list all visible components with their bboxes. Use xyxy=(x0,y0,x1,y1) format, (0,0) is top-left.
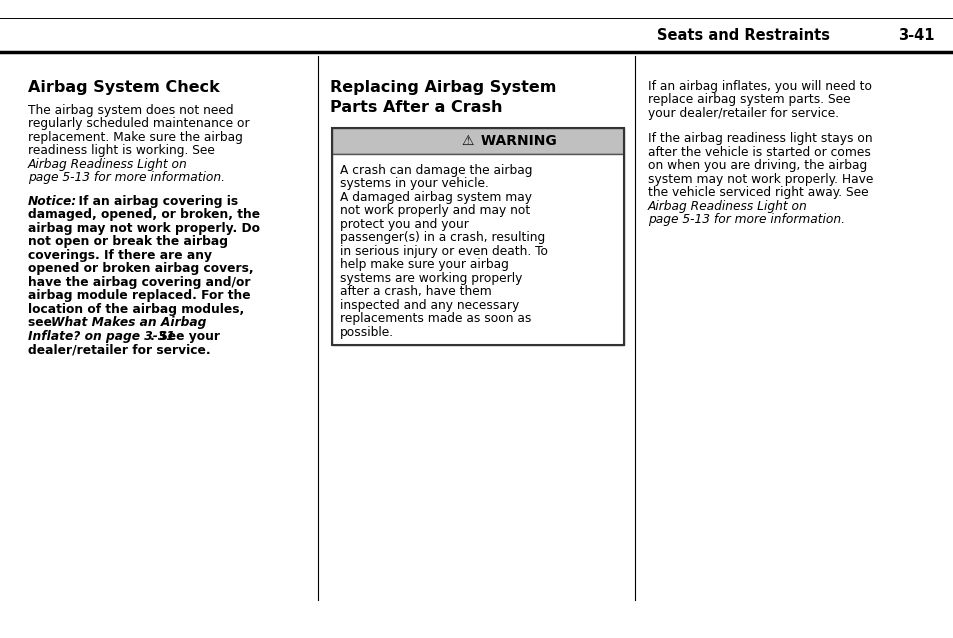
Text: replacements made as soon as: replacements made as soon as xyxy=(339,313,531,325)
Text: WARNING: WARNING xyxy=(476,134,557,148)
Text: not work properly and may not: not work properly and may not xyxy=(339,205,530,218)
Text: location of the airbag modules,: location of the airbag modules, xyxy=(28,303,244,316)
Bar xyxy=(332,128,623,154)
Text: A crash can damage the airbag: A crash can damage the airbag xyxy=(339,164,532,177)
Text: page 5-13 for more information.: page 5-13 for more information. xyxy=(28,172,225,184)
Text: the vehicle serviced right away. See: the vehicle serviced right away. See xyxy=(647,186,868,200)
Text: Replacing Airbag System: Replacing Airbag System xyxy=(330,80,556,95)
Text: Airbag Readiness Light on: Airbag Readiness Light on xyxy=(28,158,188,171)
Text: If an airbag covering is: If an airbag covering is xyxy=(70,195,238,208)
Text: systems are working properly: systems are working properly xyxy=(339,272,522,285)
Text: 3-41: 3-41 xyxy=(898,29,934,43)
Text: The airbag system does not need: The airbag system does not need xyxy=(28,104,233,117)
Text: Inflate? on page 3-31: Inflate? on page 3-31 xyxy=(28,330,174,343)
Bar xyxy=(332,154,623,346)
Text: What Makes an Airbag: What Makes an Airbag xyxy=(51,316,206,329)
Text: see: see xyxy=(28,316,56,329)
Text: opened or broken airbag covers,: opened or broken airbag covers, xyxy=(28,262,253,276)
Text: help make sure your airbag: help make sure your airbag xyxy=(339,258,508,272)
Text: coverings. If there are any: coverings. If there are any xyxy=(28,249,212,262)
Text: on when you are driving, the airbag: on when you are driving, the airbag xyxy=(647,160,866,172)
Text: passenger(s) in a crash, resulting: passenger(s) in a crash, resulting xyxy=(339,232,545,244)
Text: readiness light is working. See: readiness light is working. See xyxy=(28,144,214,158)
Text: after a crash, have them: after a crash, have them xyxy=(339,285,491,299)
Text: possible.: possible. xyxy=(339,326,394,339)
Text: damaged, opened, or broken, the: damaged, opened, or broken, the xyxy=(28,209,260,221)
Text: Seats and Restraints: Seats and Restraints xyxy=(657,29,829,43)
Text: Airbag System Check: Airbag System Check xyxy=(28,80,219,95)
Text: protect you and your: protect you and your xyxy=(339,218,468,231)
Text: have the airbag covering and/or: have the airbag covering and/or xyxy=(28,276,251,289)
Bar xyxy=(332,128,623,346)
Text: system may not work properly. Have: system may not work properly. Have xyxy=(647,173,872,186)
Text: A damaged airbag system may: A damaged airbag system may xyxy=(339,191,532,204)
Text: airbag module replaced. For the: airbag module replaced. For the xyxy=(28,290,251,302)
Text: ⚠: ⚠ xyxy=(461,134,474,148)
Text: your dealer/retailer for service.: your dealer/retailer for service. xyxy=(647,107,839,120)
Text: . See your: . See your xyxy=(150,330,220,343)
Text: replacement. Make sure the airbag: replacement. Make sure the airbag xyxy=(28,131,243,144)
Text: in serious injury or even death. To: in serious injury or even death. To xyxy=(339,245,547,258)
Text: page 5-13 for more information.: page 5-13 for more information. xyxy=(647,214,844,226)
Text: systems in your vehicle.: systems in your vehicle. xyxy=(339,177,488,191)
Text: dealer/retailer for service.: dealer/retailer for service. xyxy=(28,343,211,357)
Text: airbag may not work properly. Do: airbag may not work properly. Do xyxy=(28,222,260,235)
Text: inspected and any necessary: inspected and any necessary xyxy=(339,299,518,312)
Text: not open or break the airbag: not open or break the airbag xyxy=(28,235,228,248)
Text: Parts After a Crash: Parts After a Crash xyxy=(330,100,502,115)
Text: If the airbag readiness light stays on: If the airbag readiness light stays on xyxy=(647,133,872,145)
Text: Airbag Readiness Light on: Airbag Readiness Light on xyxy=(647,200,807,213)
Text: If an airbag inflates, you will need to: If an airbag inflates, you will need to xyxy=(647,80,871,93)
Text: Notice:: Notice: xyxy=(28,195,77,208)
Text: after the vehicle is started or comes: after the vehicle is started or comes xyxy=(647,146,870,159)
Text: replace airbag system parts. See: replace airbag system parts. See xyxy=(647,94,850,107)
Text: regularly scheduled maintenance or: regularly scheduled maintenance or xyxy=(28,117,250,131)
